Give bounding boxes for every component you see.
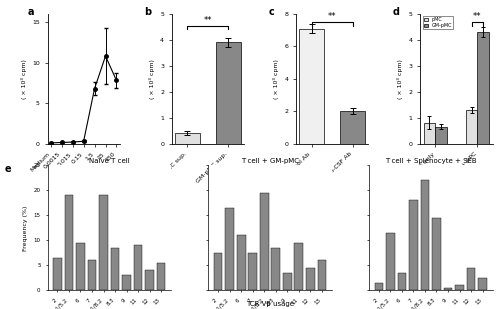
Bar [76,243,85,290]
Bar [226,208,234,290]
Text: TCR Vβ usage: TCR Vβ usage [246,302,294,307]
Bar [64,195,74,290]
Bar [157,263,166,290]
Legend: pMC, GM-pMC: pMC, GM-pMC [422,16,453,29]
Bar [466,268,475,290]
Bar [409,200,418,290]
Title: Naïve T cell: Naïve T cell [89,158,130,163]
Bar [216,42,240,144]
Y-axis label: ( × 10³ cpm): ( × 10³ cpm) [397,59,403,99]
Bar [272,248,280,290]
Bar [214,253,222,290]
Text: b: b [144,7,152,17]
Bar [420,180,430,290]
Bar [386,233,394,290]
Bar [424,123,436,144]
Bar [374,283,383,290]
Text: d: d [393,7,400,17]
Bar [237,235,246,290]
Bar [110,248,120,290]
Bar [300,28,324,144]
Y-axis label: Frequency (%): Frequency (%) [23,205,28,251]
Bar [444,288,452,290]
Text: e: e [5,164,12,174]
Title: T cell + Splenocyte + SEB: T cell + Splenocyte + SEB [385,158,476,163]
Bar [340,111,365,144]
Bar [318,260,326,290]
Bar [294,243,303,290]
Bar [455,286,464,290]
Bar [88,260,96,290]
Bar [466,110,477,144]
Bar [53,258,62,290]
Text: **: ** [204,16,212,25]
Bar [478,278,487,290]
Bar [146,270,154,290]
Bar [122,275,131,290]
Bar [306,268,314,290]
Bar [436,127,447,144]
Bar [175,133,200,144]
Bar [260,193,268,290]
Y-axis label: ( × 10³ cpm): ( × 10³ cpm) [148,59,154,99]
Bar [398,273,406,290]
Text: a: a [28,7,34,17]
Bar [99,195,108,290]
Bar [432,218,441,290]
Title: T cell + GM-pMC: T cell + GM-pMC [241,158,299,163]
Bar [283,273,292,290]
Bar [248,253,257,290]
Bar [478,32,489,144]
Text: **: ** [328,12,336,21]
Y-axis label: ( × 10³ cpm): ( × 10³ cpm) [20,59,26,99]
Text: c: c [268,7,274,17]
Bar [134,245,142,290]
Text: **: ** [473,12,482,21]
Y-axis label: ( × 10³ cpm): ( × 10³ cpm) [273,59,279,99]
X-axis label: rGM-CSF (ng/mL): rGM-CSF (ng/mL) [57,178,110,183]
